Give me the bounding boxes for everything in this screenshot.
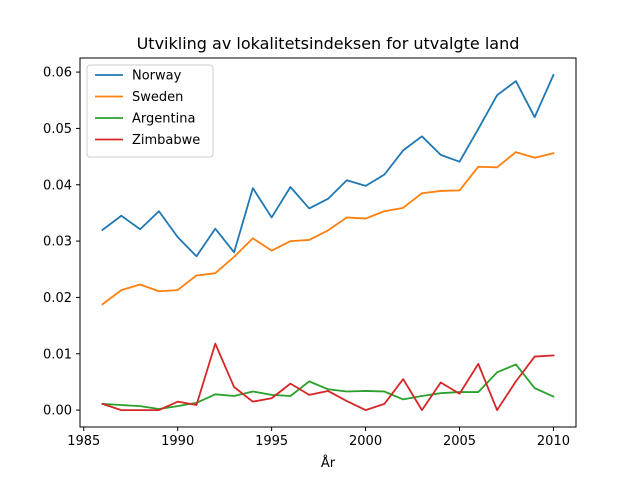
legend-label-argentina: Argentina <box>132 112 195 127</box>
legend: Norway Sweden Argentina Zimbabwe <box>86 64 214 158</box>
y-tick-label: 0.03 <box>43 235 72 250</box>
plot-area: 1985 1990 1995 2000 2005 2010 0.00 0.01 0.02 0.03… <box>43 57 577 449</box>
x-tick-label: 1995 <box>255 434 288 449</box>
legend-label-zimbabwe: Zimbabwe <box>132 133 200 148</box>
series-line-argentina <box>101 363 555 410</box>
legend-box <box>86 64 214 158</box>
y-tick-label: 0.00 <box>43 404 72 419</box>
y-tick-label: 0.05 <box>43 122 72 137</box>
y-tick-label: 0.04 <box>43 178 72 193</box>
x-axis-label: År <box>321 455 336 471</box>
x-tick-label: 1985 <box>67 434 100 449</box>
x-tick-label: 2000 <box>349 434 382 449</box>
legend-label-norway: Norway <box>132 69 182 84</box>
series-line-norway <box>101 73 555 258</box>
series-line-sweden <box>101 151 555 306</box>
y-tick-label: 0.06 <box>43 66 72 81</box>
series-line-zimbabwe <box>101 342 555 412</box>
legend-label-sweden: Sweden <box>132 90 183 105</box>
x-tick-label: 2005 <box>443 434 476 449</box>
y-tick-label: 0.02 <box>43 291 72 306</box>
axes-frame <box>79 57 577 428</box>
x-tick-label: 2010 <box>537 434 570 449</box>
chart-title: Utvikling av lokalitetsindeksen for utva… <box>137 34 520 53</box>
y-tick-label: 0.01 <box>43 347 72 362</box>
x-tick-label: 1990 <box>161 434 194 449</box>
